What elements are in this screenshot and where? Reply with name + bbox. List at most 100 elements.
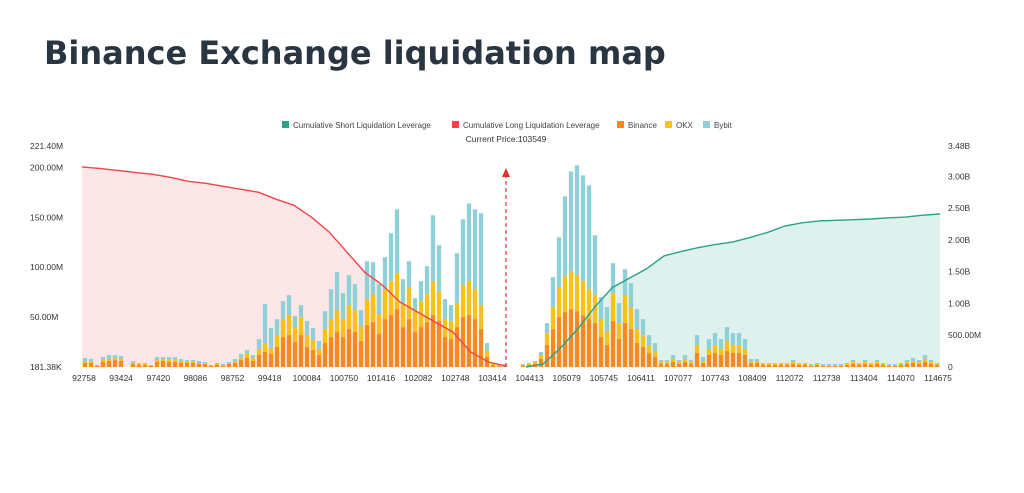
bar-binance [706, 355, 712, 367]
bar-okx [586, 289, 592, 320]
bar-binance [544, 345, 550, 367]
bar-okx [250, 358, 256, 362]
bar-okx [520, 365, 526, 366]
bar-binance [340, 337, 346, 367]
bar-bybit [670, 355, 676, 360]
bar-binance [724, 351, 730, 367]
bar-bybit [298, 305, 304, 318]
bar-bybit [556, 237, 562, 288]
bar-binance [694, 353, 700, 367]
bar-bybit [628, 283, 634, 308]
left-axis-tick: 100.00M [30, 262, 63, 272]
bar-bybit [364, 261, 370, 300]
bar-binance [928, 364, 934, 367]
bar-okx [706, 349, 712, 356]
bar-okx [910, 361, 916, 364]
bar-okx [658, 362, 664, 365]
bar-okx [916, 362, 922, 365]
current-price-arrow [502, 168, 510, 177]
bar-bybit [592, 235, 598, 296]
bar-bybit [154, 357, 160, 361]
bar-okx [676, 362, 682, 365]
bar-binance [292, 342, 298, 367]
bar-bybit [346, 275, 352, 306]
bar-bybit [712, 333, 718, 346]
bar-okx [172, 360, 178, 363]
bar-binance [388, 315, 394, 367]
bar-okx [340, 319, 346, 338]
legend-label: OKX [676, 121, 694, 130]
bar-okx [394, 273, 400, 310]
bar-binance [622, 323, 628, 367]
bar-binance [112, 360, 118, 367]
bar-binance [82, 363, 88, 367]
bar-okx [382, 289, 388, 320]
bar-okx [652, 351, 658, 358]
bar-binance [916, 364, 922, 367]
bar-okx [322, 329, 328, 344]
bar-okx [568, 271, 574, 310]
bar-okx [550, 307, 556, 330]
bar-okx [778, 364, 784, 366]
bar-okx [544, 333, 550, 346]
bar-bybit [214, 363, 220, 365]
bar-okx [820, 365, 826, 366]
bar-okx [610, 293, 616, 322]
bar-okx [526, 364, 532, 366]
bar-okx [298, 317, 304, 336]
bar-okx [262, 344, 268, 353]
bar-okx [328, 319, 334, 338]
bar-bybit [652, 343, 658, 352]
bar-okx [478, 305, 484, 330]
x-axis-tick: 103414 [478, 373, 507, 383]
bar-okx [496, 365, 502, 366]
bar-binance [910, 363, 916, 367]
right-axis-tick: 1.50B [948, 267, 971, 277]
bar-binance [94, 366, 100, 367]
right-axis-tick: 500.00M [948, 330, 981, 340]
bar-binance [334, 332, 340, 367]
bar-bybit [736, 333, 742, 346]
bar-bybit [232, 359, 238, 362]
bar-bybit [454, 253, 460, 304]
bar-bybit [682, 355, 688, 360]
bar-okx [376, 314, 382, 335]
bar-bybit [448, 305, 454, 322]
legend-label: Cumulative Short Liquidation Leverage [293, 121, 431, 130]
bar-bybit [130, 361, 136, 364]
bar-okx [712, 345, 718, 354]
bar-bybit [202, 362, 208, 364]
x-axis-tick: 104413 [515, 373, 544, 383]
bar-bybit [340, 293, 346, 320]
bar-okx [454, 303, 460, 328]
bar-bybit [742, 339, 748, 350]
bar-okx [760, 364, 766, 366]
bar-okx [226, 363, 232, 365]
bar-okx [802, 364, 808, 366]
bar-bybit [676, 360, 682, 363]
bar-binance [880, 365, 886, 367]
bar-okx [352, 310, 358, 333]
bar-bybit [772, 363, 778, 365]
bar-binance [838, 366, 844, 367]
bar-bybit [904, 360, 910, 363]
bar-binance [346, 329, 352, 367]
bar-binance [754, 363, 760, 367]
bar-bybit [178, 359, 184, 362]
bar-bybit [544, 323, 550, 334]
bar-bybit [310, 328, 316, 341]
bar-bybit [604, 307, 610, 332]
bar-okx [850, 362, 856, 365]
bar-okx [160, 359, 166, 362]
bar-binance [886, 366, 892, 367]
bar-okx [400, 303, 406, 328]
bar-okx [928, 362, 934, 365]
bar-bybit [694, 335, 700, 346]
bar-binance [232, 363, 238, 367]
bar-bybit [394, 209, 400, 274]
bar-binance [586, 319, 592, 367]
bar-binance [136, 365, 142, 367]
bar-bybit [634, 309, 640, 330]
bar-bybit [262, 304, 268, 345]
bar-binance [400, 327, 406, 367]
